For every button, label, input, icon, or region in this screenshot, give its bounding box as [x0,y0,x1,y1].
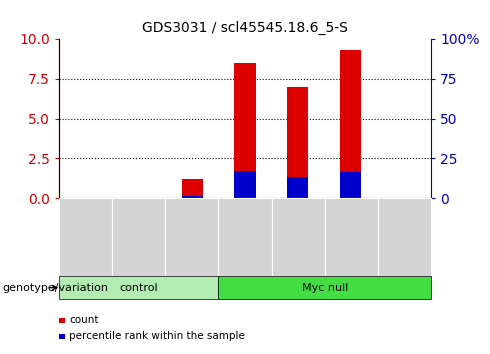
Title: GDS3031 / scl45545.18.6_5-S: GDS3031 / scl45545.18.6_5-S [142,21,348,35]
Text: control: control [119,282,158,293]
Bar [181,179,203,198]
Text: percentile rank within the sample: percentile rank within the sample [69,331,245,341]
Bar [340,50,362,198]
Text: genotype/variation: genotype/variation [2,282,108,293]
Bar [234,171,256,198]
Bar [234,63,256,198]
Bar [181,196,203,198]
Bar [287,87,309,198]
Bar [340,172,362,198]
Bar [287,177,309,198]
Text: count: count [69,315,98,325]
Text: Myc null: Myc null [302,282,348,293]
